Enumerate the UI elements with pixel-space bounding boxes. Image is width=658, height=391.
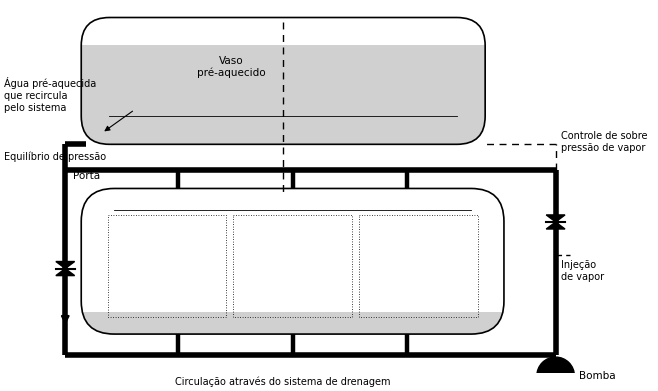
- Text: Vaso
pré-aquecido: Vaso pré-aquecido: [197, 56, 266, 78]
- Bar: [107, 215, 226, 317]
- FancyBboxPatch shape: [81, 188, 504, 334]
- Polygon shape: [56, 262, 74, 269]
- Bar: [80, 188, 505, 312]
- Text: Bomba: Bomba: [579, 371, 616, 381]
- Text: Injeção
de vapor: Injeção de vapor: [561, 260, 605, 282]
- Text: Controle de sobre
pressão de vapor: Controle de sobre pressão de vapor: [561, 131, 647, 153]
- Polygon shape: [56, 269, 74, 276]
- Bar: [80, 16, 486, 45]
- Text: Porta: Porta: [73, 171, 100, 181]
- FancyBboxPatch shape: [81, 18, 485, 144]
- Text: Circulação através do sistema de drenagem: Circulação através do sistema de drenage…: [176, 376, 391, 387]
- FancyBboxPatch shape: [81, 188, 504, 334]
- Text: Equilíbrio de pressão: Equilíbrio de pressão: [4, 152, 107, 162]
- FancyBboxPatch shape: [81, 18, 485, 144]
- Polygon shape: [546, 222, 565, 229]
- Text: Água pré-aquecida
que recircula
pelo sistema: Água pré-aquecida que recircula pelo sis…: [4, 77, 97, 113]
- Circle shape: [537, 357, 574, 391]
- Bar: [359, 215, 478, 317]
- Bar: [234, 215, 352, 317]
- Polygon shape: [546, 215, 565, 222]
